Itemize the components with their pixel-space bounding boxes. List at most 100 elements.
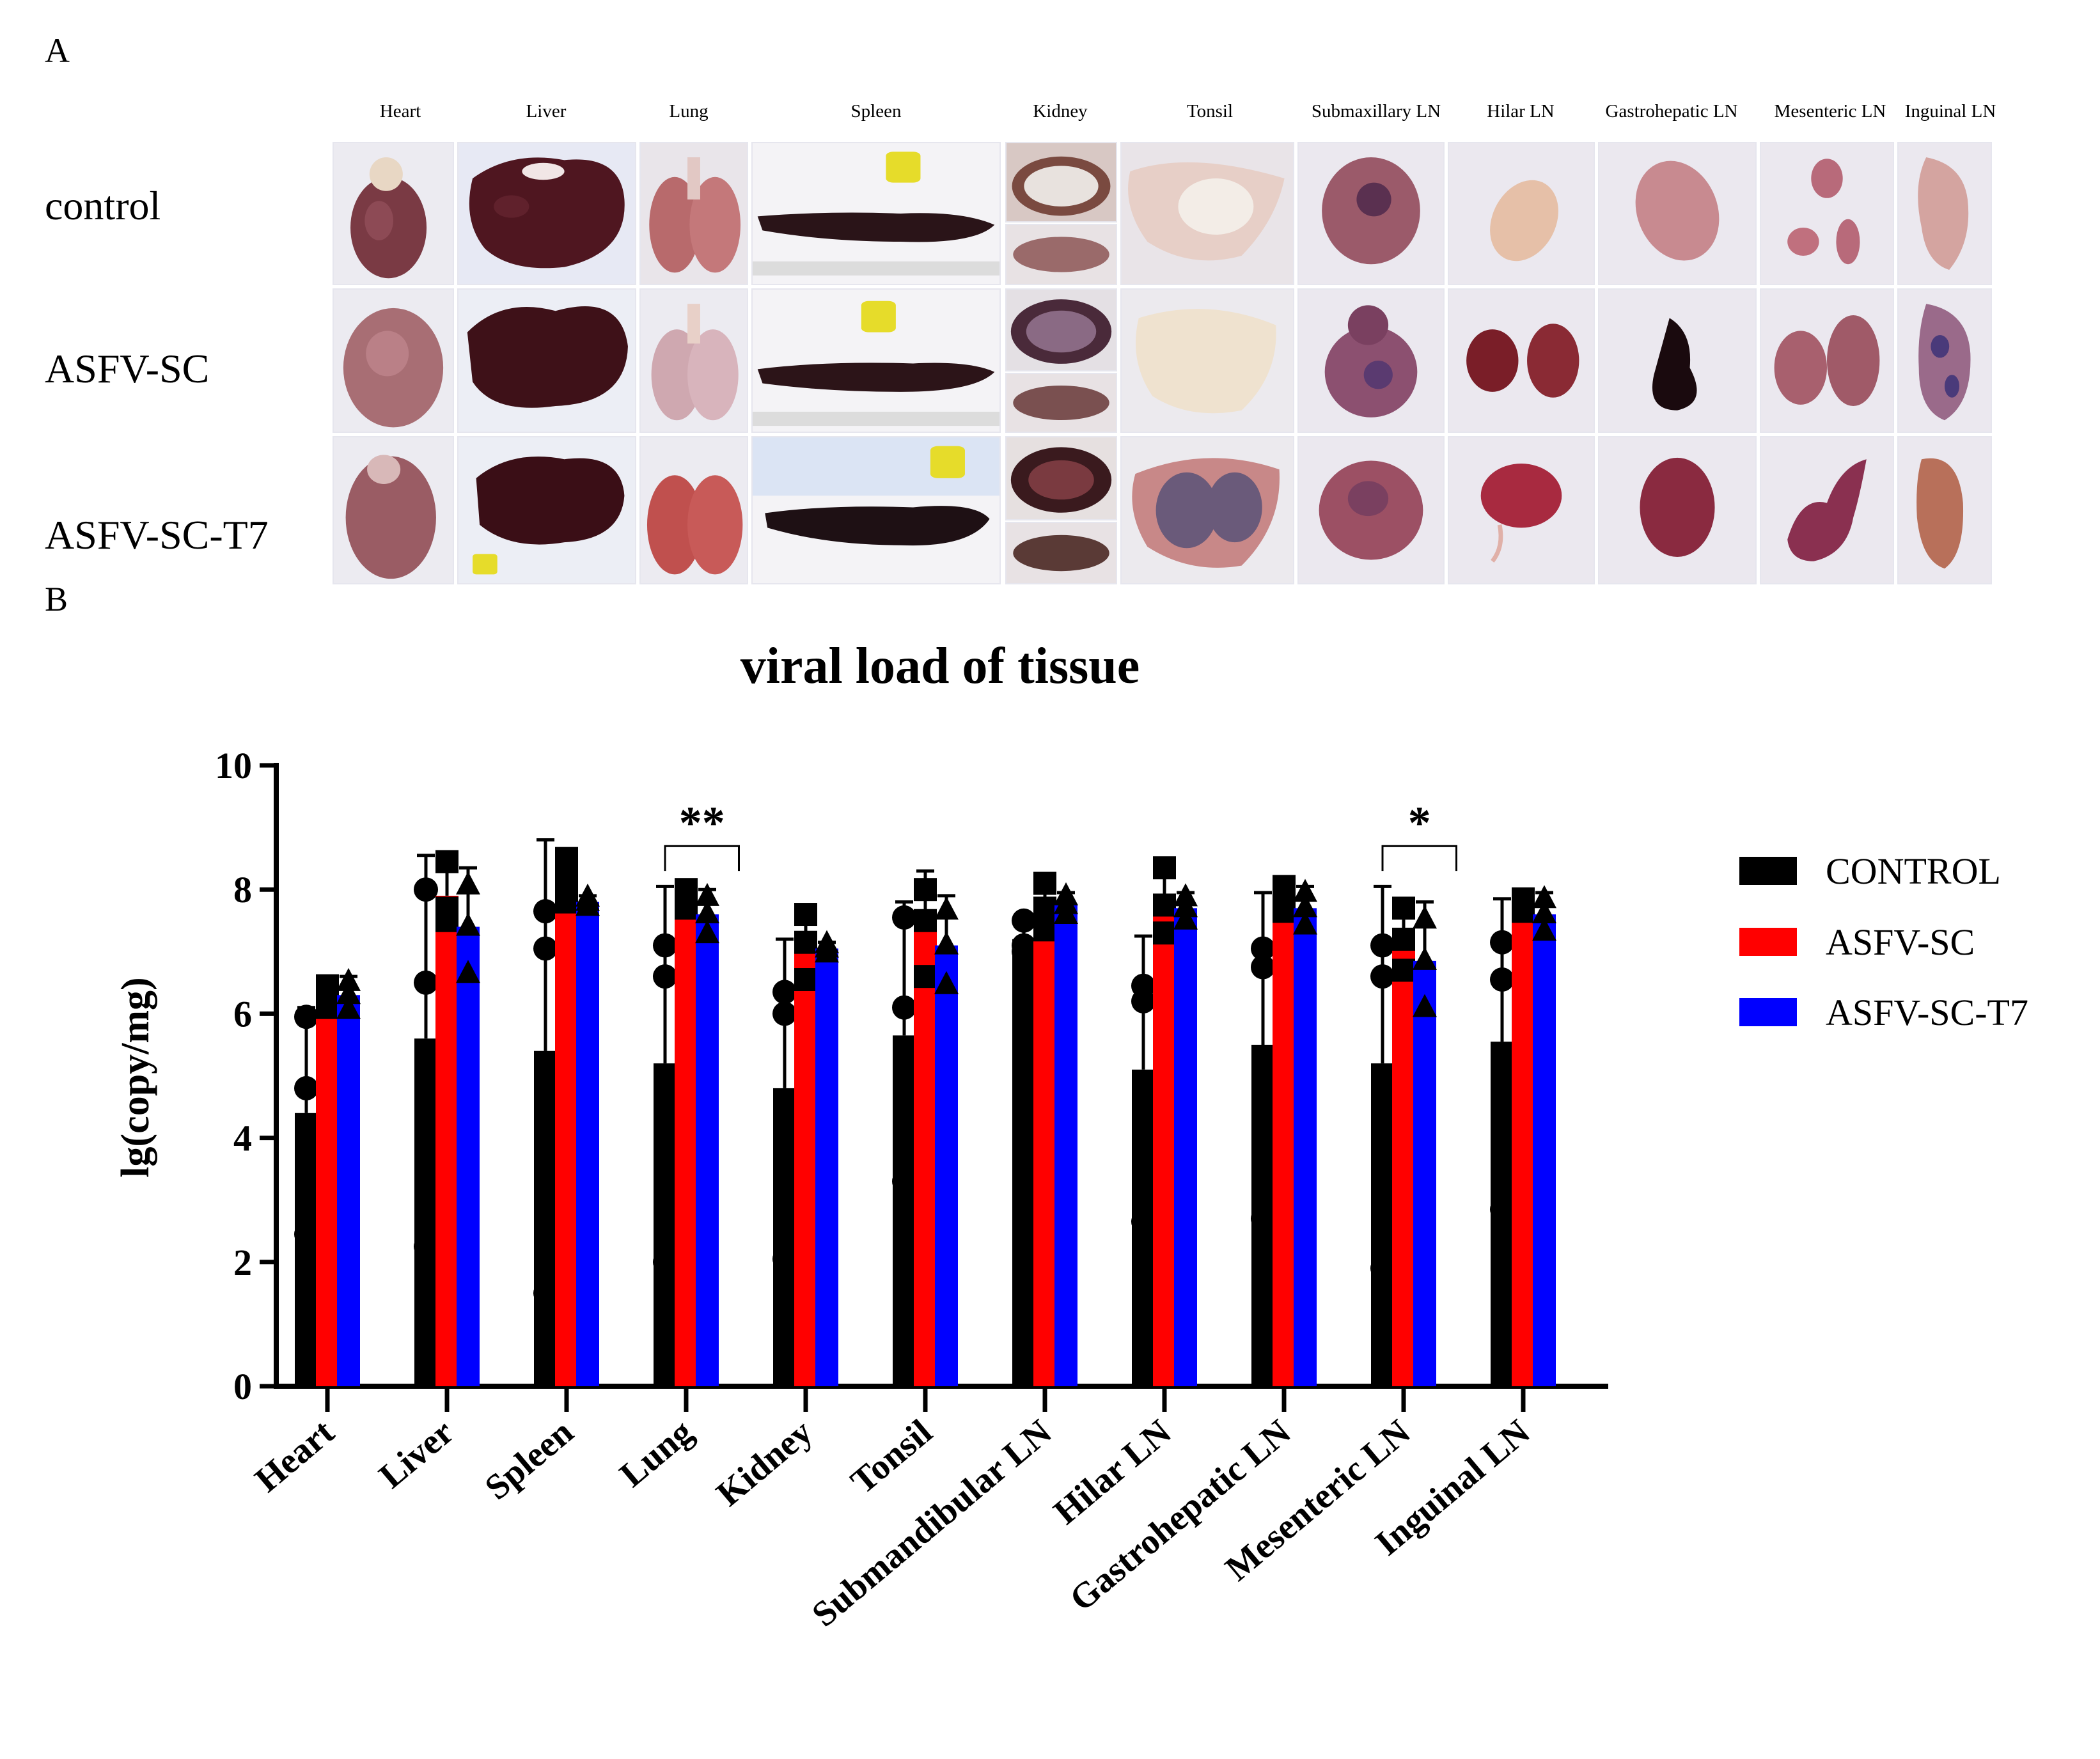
bar-asfv-sc-liver xyxy=(435,895,458,1386)
point-asfv-sc-t7-tonsil-1 xyxy=(934,896,959,920)
point-asfv-sc-t7-gastrohepatic-ln-2 xyxy=(1293,894,1317,918)
point-control-gastrohepatic-ln-2 xyxy=(1251,955,1275,980)
legend-swatch-control xyxy=(1739,857,1797,885)
point-asfv-sc-liver-1 xyxy=(435,850,458,873)
photo-kidney-whole-asfv-sc xyxy=(1005,373,1117,433)
bar-asfv-sc-mesenteric-ln xyxy=(1392,939,1415,1386)
legend-label-control: CONTROL xyxy=(1826,850,2001,892)
point-control-kidney-1 xyxy=(772,980,797,1005)
bar-control-heart xyxy=(295,1113,318,1386)
bar-asfv-sc-t7-mesenteric-ln xyxy=(1413,960,1436,1386)
photo-hilar-ln-asfv-sc-t7 xyxy=(1448,436,1595,584)
legend-label-asfv-sc-t7: ASFV-SC-T7 xyxy=(1826,992,2028,1033)
bar-asfv-sc-inguinal-ln xyxy=(1512,905,1535,1386)
photo-tonsil-asfv-sc xyxy=(1120,288,1294,433)
point-asfv-sc-hilar-ln-2 xyxy=(1153,893,1176,917)
y-tick-label: 0 xyxy=(233,1366,252,1407)
bar-asfv-sc-lung xyxy=(675,898,698,1386)
x-tick-label-kidney: Kidney xyxy=(709,1412,820,1514)
photo-mesenteric-ln-asfv-sc-t7 xyxy=(1760,436,1894,584)
bar-control-liver xyxy=(414,1038,437,1386)
point-asfv-sc-t7-heart-1 xyxy=(336,967,361,991)
point-control-mesenteric-ln-2 xyxy=(1370,964,1395,989)
point-asfv-sc-t7-liver-3 xyxy=(456,960,480,983)
point-asfv-sc-t7-liver-1 xyxy=(456,871,480,895)
panel-letter-b: B xyxy=(45,580,68,618)
photo-spleen-asfv-sc xyxy=(751,288,1001,433)
bar-asfv-sc-t7-heart xyxy=(337,995,360,1386)
photo-spleen-control xyxy=(751,142,1001,285)
point-control-heart-2 xyxy=(294,1075,318,1100)
point-control-tonsil-1 xyxy=(892,905,916,930)
point-control-liver-1 xyxy=(414,877,438,902)
bar-asfv-sc-hilar-ln xyxy=(1153,902,1176,1386)
photo-hilar-ln-control xyxy=(1448,142,1595,285)
point-asfv-sc-mesenteric-ln-3 xyxy=(1392,958,1415,982)
point-asfv-sc-mesenteric-ln-2 xyxy=(1392,927,1415,951)
photo-mesenteric-ln-asfv-sc xyxy=(1760,288,1894,433)
photo-gastrohepatic-ln-control xyxy=(1598,142,1757,285)
photo-kidney-section-asfv-sc-t7 xyxy=(1005,436,1117,520)
x-tick-label-tonsil: Tonsil xyxy=(843,1412,939,1501)
point-asfv-sc-tonsil-2 xyxy=(914,909,937,932)
point-asfv-sc-hilar-ln-1 xyxy=(1153,856,1176,880)
photo-kidney-section-asfv-sc xyxy=(1005,288,1117,371)
y-tick-label: 4 xyxy=(233,1118,252,1159)
point-asfv-sc-kidney-3 xyxy=(794,967,817,991)
bar-asfv-sc-tonsil xyxy=(914,920,937,1386)
photo-gastrohepatic-ln-asfv-sc xyxy=(1598,288,1757,433)
point-control-lung-1 xyxy=(653,933,677,958)
photo-submaxillary-ln-asfv-sc-t7 xyxy=(1297,436,1445,584)
legend-swatch-asfv-sc xyxy=(1739,928,1797,956)
point-asfv-sc-hilar-ln-3 xyxy=(1153,921,1176,945)
point-asfv-sc-submandibular-ln-1 xyxy=(1033,872,1056,895)
point-control-gastrohepatic-ln-1 xyxy=(1251,936,1275,961)
column-label-mesenteric-ln: Mesenteric LN xyxy=(1774,101,1886,121)
significance-bracket-lung xyxy=(664,845,740,872)
point-control-kidney-2 xyxy=(772,1001,797,1026)
point-asfv-sc-t7-mesenteric-ln-1 xyxy=(1413,905,1437,929)
y-tick-label: 2 xyxy=(233,1242,252,1283)
bar-asfv-sc-spleen xyxy=(555,880,578,1386)
point-asfv-sc-t7-gastrohepatic-ln-3 xyxy=(1293,911,1317,935)
point-asfv-sc-spleen-1 xyxy=(555,847,578,870)
photo-liver-asfv-sc-t7 xyxy=(457,436,636,584)
point-asfv-sc-mesenteric-ln-1 xyxy=(1392,896,1415,920)
point-asfv-sc-t7-lung-3 xyxy=(695,920,719,944)
bar-asfv-sc-t7-gastrohepatic-ln xyxy=(1294,908,1317,1386)
point-control-submandibular-ln-1 xyxy=(1012,908,1036,933)
photo-kidney-section-control xyxy=(1005,142,1117,223)
point-asfv-sc-t7-kidney-3 xyxy=(815,939,839,963)
point-control-liver-3 xyxy=(414,1234,438,1259)
point-control-mesenteric-ln-3 xyxy=(1370,1256,1395,1281)
point-asfv-sc-t7-mesenteric-ln-2 xyxy=(1413,946,1437,970)
point-asfv-sc-tonsil-3 xyxy=(914,965,937,989)
point-asfv-sc-inguinal-ln-3 xyxy=(1512,900,1535,923)
bar-asfv-sc-t7-hilar-ln xyxy=(1174,908,1197,1386)
row-label-asfv-sc-t7: ASFV-SC-T7 xyxy=(45,512,269,558)
point-control-inguinal-ln-3 xyxy=(1490,1197,1514,1222)
photo-heart-asfv-sc-t7 xyxy=(333,436,454,584)
bar-asfv-sc-t7-inguinal-ln xyxy=(1533,914,1556,1386)
bar-asfv-sc-t7-lung xyxy=(696,914,719,1386)
legend-swatch-asfv-sc-t7 xyxy=(1739,998,1797,1026)
point-asfv-sc-gastrohepatic-ln-3 xyxy=(1273,900,1296,923)
bar-asfv-sc-heart xyxy=(316,995,339,1386)
column-label-inguinal-ln: Inguinal LN xyxy=(1904,101,1996,121)
point-asfv-sc-kidney-1 xyxy=(794,903,817,926)
bar-asfv-sc-t7-spleen xyxy=(576,902,599,1386)
bar-asfv-sc-submandibular-ln xyxy=(1033,908,1056,1386)
bar-asfv-sc-gastrohepatic-ln xyxy=(1273,895,1296,1386)
point-asfv-sc-submandibular-ln-3 xyxy=(1033,918,1056,942)
point-control-hilar-ln-3 xyxy=(1131,1209,1156,1234)
significance-label-lung: ** xyxy=(679,797,725,848)
photo-lung-asfv-sc-t7 xyxy=(639,436,748,584)
point-asfv-sc-spleen-3 xyxy=(555,890,578,914)
point-control-tonsil-2 xyxy=(892,995,916,1020)
significance-bracket-mesenteric-ln xyxy=(1381,845,1457,872)
photo-submaxillary-ln-control xyxy=(1297,142,1445,285)
point-control-gastrohepatic-ln-3 xyxy=(1251,1206,1275,1231)
point-asfv-sc-t7-heart-2 xyxy=(336,981,361,1005)
photo-liver-control xyxy=(457,142,636,285)
point-control-spleen-1 xyxy=(533,899,558,924)
